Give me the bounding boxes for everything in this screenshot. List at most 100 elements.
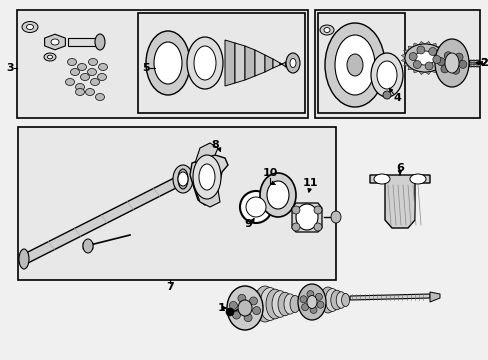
Polygon shape — [244, 46, 254, 80]
Polygon shape — [291, 203, 321, 232]
Ellipse shape — [408, 53, 416, 60]
Ellipse shape — [432, 55, 440, 63]
Text: 10: 10 — [262, 168, 277, 178]
Ellipse shape — [291, 206, 299, 214]
Ellipse shape — [412, 60, 421, 68]
Text: 2: 2 — [479, 58, 487, 68]
Polygon shape — [369, 175, 429, 228]
Polygon shape — [407, 46, 412, 50]
Ellipse shape — [370, 53, 402, 97]
Ellipse shape — [95, 94, 104, 100]
Bar — [17, 10, 307, 118]
Polygon shape — [412, 43, 418, 47]
Ellipse shape — [178, 172, 187, 186]
Polygon shape — [349, 294, 429, 300]
Polygon shape — [401, 54, 405, 58]
Polygon shape — [254, 50, 264, 76]
Ellipse shape — [289, 58, 295, 68]
Ellipse shape — [289, 296, 299, 312]
Ellipse shape — [95, 34, 105, 50]
Ellipse shape — [306, 291, 313, 298]
Bar — [18, 127, 335, 280]
Text: 3: 3 — [6, 63, 14, 73]
Ellipse shape — [414, 51, 434, 65]
Text: 6: 6 — [395, 163, 403, 173]
Ellipse shape — [271, 291, 287, 317]
Ellipse shape — [193, 155, 221, 199]
Ellipse shape — [291, 223, 299, 231]
Polygon shape — [44, 34, 65, 50]
Polygon shape — [443, 54, 448, 58]
Ellipse shape — [315, 293, 322, 300]
Ellipse shape — [316, 301, 323, 308]
Polygon shape — [436, 46, 441, 50]
Ellipse shape — [266, 181, 288, 209]
Ellipse shape — [325, 289, 339, 311]
Polygon shape — [424, 71, 430, 75]
Ellipse shape — [382, 91, 390, 99]
Polygon shape — [436, 66, 441, 70]
Ellipse shape — [81, 73, 89, 81]
Ellipse shape — [87, 68, 96, 76]
Ellipse shape — [253, 286, 275, 322]
Ellipse shape — [297, 284, 325, 320]
Ellipse shape — [70, 68, 80, 76]
Ellipse shape — [19, 249, 29, 269]
Ellipse shape — [319, 25, 333, 35]
Ellipse shape — [284, 294, 295, 314]
Ellipse shape — [226, 286, 263, 330]
Ellipse shape — [47, 55, 52, 59]
Ellipse shape — [334, 35, 374, 95]
Ellipse shape — [245, 197, 265, 217]
Bar — [314, 10, 479, 118]
Polygon shape — [190, 155, 227, 205]
Polygon shape — [224, 40, 235, 86]
Polygon shape — [412, 69, 418, 73]
Ellipse shape — [194, 46, 216, 80]
Ellipse shape — [313, 206, 321, 214]
Polygon shape — [195, 186, 220, 207]
Ellipse shape — [173, 165, 193, 193]
Polygon shape — [418, 41, 424, 45]
Ellipse shape — [404, 44, 444, 72]
Bar — [138, 13, 305, 113]
Ellipse shape — [451, 66, 459, 74]
Ellipse shape — [26, 24, 34, 30]
Ellipse shape — [436, 58, 444, 66]
Ellipse shape — [85, 89, 94, 95]
Ellipse shape — [458, 60, 466, 68]
Ellipse shape — [65, 78, 74, 85]
Ellipse shape — [295, 204, 317, 230]
Ellipse shape — [440, 65, 448, 73]
Ellipse shape — [146, 31, 190, 95]
Ellipse shape — [199, 164, 215, 190]
Ellipse shape — [416, 46, 424, 54]
Ellipse shape — [409, 174, 425, 184]
Polygon shape — [418, 71, 424, 75]
Polygon shape — [468, 62, 479, 64]
Polygon shape — [468, 60, 479, 66]
Ellipse shape — [443, 52, 451, 60]
Text: 1: 1 — [218, 303, 225, 313]
Bar — [317, 13, 404, 113]
Polygon shape — [68, 38, 100, 46]
Ellipse shape — [454, 53, 462, 61]
Ellipse shape — [444, 53, 458, 73]
Polygon shape — [22, 175, 185, 263]
Polygon shape — [440, 62, 446, 66]
Ellipse shape — [324, 27, 329, 32]
Polygon shape — [429, 292, 439, 302]
Ellipse shape — [260, 288, 280, 320]
Ellipse shape — [309, 306, 316, 313]
Polygon shape — [285, 60, 290, 70]
Ellipse shape — [75, 89, 84, 95]
Ellipse shape — [97, 73, 106, 81]
Text: 5: 5 — [142, 63, 149, 73]
Polygon shape — [424, 41, 430, 45]
Ellipse shape — [336, 292, 346, 308]
Ellipse shape — [301, 303, 308, 311]
Polygon shape — [430, 69, 436, 73]
Ellipse shape — [90, 78, 99, 85]
Ellipse shape — [306, 296, 316, 309]
Ellipse shape — [319, 287, 335, 313]
